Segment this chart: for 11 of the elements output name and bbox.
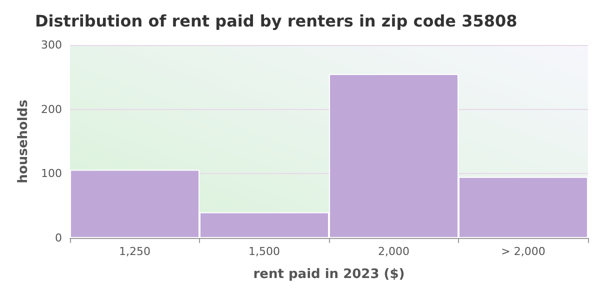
y-tick-label: 300 [41, 38, 62, 52]
x-tick-label: > 2,000 [501, 245, 546, 258]
x-axis-title: rent paid in 2023 ($) [253, 267, 405, 282]
y-axis-title: households [16, 99, 32, 184]
x-tick-label: 1,250 [119, 245, 150, 258]
y-tick-label: 100 [41, 167, 62, 180]
y-tick-label: 0 [55, 232, 62, 244]
y-tick-label: 200 [41, 102, 62, 116]
x-tick-label: 2,000 [378, 245, 410, 258]
x-tick-label: 1,500 [248, 245, 280, 258]
chart-title: Distribution of rent paid by renters in zip code 35808 [35, 12, 518, 30]
